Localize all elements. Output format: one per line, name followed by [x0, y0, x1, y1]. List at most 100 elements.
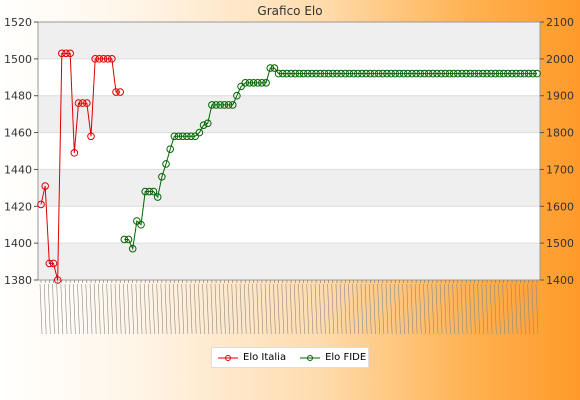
x-axis-tick-label-mark — [460, 283, 464, 335]
data-point-elo-fide — [362, 69, 370, 78]
data-point-elo-fide — [341, 69, 350, 78]
x-axis-tick-label-mark — [110, 283, 114, 335]
x-axis-tick-label-mark — [323, 283, 326, 335]
data-point-elo-fide — [470, 69, 479, 78]
x-axis-tick-label-mark — [377, 283, 380, 335]
data-point-elo-fide — [320, 69, 329, 78]
legend-item-elo-fide: Elo FIDE — [300, 352, 366, 363]
data-point-elo-italia — [99, 55, 108, 63]
x-axis-tick-label-mark — [318, 283, 322, 335]
x-axis-tick-label-mark — [227, 283, 230, 335]
data-point-elo-fide — [483, 69, 491, 78]
x-axis-tick-label-mark — [239, 283, 243, 335]
data-point-elo-fide — [158, 173, 166, 181]
x-axis-tick-label-mark — [481, 283, 485, 335]
data-point-elo-fide — [449, 69, 458, 78]
data-point-elo-fide — [374, 69, 383, 78]
x-axis-tick-label-mark — [148, 283, 151, 335]
x-axis-tick-label-mark — [406, 283, 410, 335]
x-axis-tick-label-mark — [523, 283, 526, 335]
data-point-elo-fide — [370, 69, 379, 78]
right-axis-tick-label: 1900 — [546, 90, 574, 103]
x-axis-tick-label-mark — [314, 283, 318, 335]
data-point-elo-fide — [391, 69, 400, 78]
x-axis-tick-label-mark — [293, 283, 297, 335]
data-point-elo-fide — [516, 69, 525, 78]
x-axis-tick-label-mark — [531, 283, 535, 335]
data-point-elo-fide — [479, 69, 487, 78]
x-axis-tick-label-mark — [139, 283, 143, 335]
x-axis-tick-label-mark — [448, 283, 451, 335]
data-point-elo-fide — [208, 101, 216, 109]
right-axis-tick-label: 1500 — [546, 237, 574, 250]
x-axis-tick-label-mark — [131, 283, 134, 335]
x-axis-tick-label-mark — [502, 283, 505, 335]
data-point-elo-italia — [91, 55, 99, 63]
left-axis-tick-label: 1500 — [4, 53, 32, 66]
x-axis-tick-label-mark — [498, 283, 501, 335]
data-point-elo-fide — [270, 64, 279, 72]
left-axis-tick-label: 1400 — [4, 237, 32, 250]
plot-band — [38, 169, 540, 207]
data-point-elo-fide — [353, 69, 362, 78]
data-point-elo-fide — [291, 69, 300, 78]
right-axis-tick-label: 1600 — [546, 200, 574, 213]
data-point-elo-fide — [228, 101, 237, 109]
data-point-elo-fide — [333, 69, 341, 78]
data-point-elo-fide — [137, 220, 145, 229]
plot-band — [38, 95, 540, 133]
x-axis-tick-label-mark — [469, 283, 472, 335]
data-point-elo-fide — [495, 69, 504, 78]
x-axis-tick-label-mark — [331, 283, 335, 335]
x-axis-tick-label-mark — [168, 283, 172, 335]
data-point-elo-italia — [116, 88, 124, 96]
data-point-elo-fide — [324, 69, 333, 78]
data-point-elo-fide — [278, 69, 287, 78]
x-axis-tick-label-mark — [260, 283, 264, 335]
data-point-elo-fide — [149, 187, 158, 196]
right-axis-tick-label: 1800 — [546, 127, 574, 140]
x-axis-tick-label-mark — [48, 283, 51, 335]
data-point-elo-italia — [41, 182, 49, 190]
x-axis-tick-label-mark — [431, 283, 435, 335]
legend-marker-elo-fide — [300, 354, 321, 361]
x-axis-tick-label-mark — [418, 283, 422, 335]
x-axis-tick-label-mark — [89, 283, 93, 335]
data-point-elo-fide — [212, 101, 220, 109]
right-axis-tick-label: 2000 — [546, 53, 574, 66]
x-axis-tick-label-mark — [327, 283, 330, 335]
data-point-elo-fide — [395, 69, 404, 78]
plot-band — [38, 22, 540, 59]
data-point-elo-fide — [466, 69, 475, 78]
data-point-elo-italia — [70, 149, 79, 157]
data-point-elo-italia — [62, 49, 70, 58]
data-point-elo-fide — [203, 119, 212, 128]
legend-label-elo-fide: Elo FIDE — [325, 352, 367, 363]
x-axis-tick-label-mark — [156, 283, 160, 335]
data-point-elo-italia — [74, 99, 83, 107]
x-axis-tick-label-mark — [310, 283, 314, 335]
data-point-elo-fide — [233, 91, 241, 100]
data-point-elo-fide — [187, 132, 195, 141]
data-point-elo-fide — [512, 69, 520, 78]
x-axis-tick-label-mark — [527, 283, 530, 335]
x-axis-tick-label-mark — [135, 283, 139, 335]
data-point-elo-fide — [316, 69, 325, 78]
data-point-elo-fide — [399, 69, 408, 78]
x-axis-tick-label-mark — [85, 283, 89, 335]
x-axis-tick-label-mark — [93, 283, 97, 335]
x-axis-tick-label-mark — [181, 283, 185, 335]
data-point-elo-fide — [387, 69, 395, 78]
right-axis-tick-label: 2100 — [546, 16, 574, 29]
x-axis-tick-label-mark — [43, 283, 47, 335]
x-axis-tick-label-mark — [435, 283, 439, 335]
x-axis-tick-label-mark — [202, 283, 205, 335]
data-point-elo-italia — [83, 99, 91, 107]
data-point-elo-fide — [441, 69, 450, 78]
data-point-elo-fide — [437, 69, 445, 78]
x-axis-tick-label-mark — [464, 283, 468, 335]
data-point-elo-fide — [474, 69, 483, 78]
data-point-elo-fide — [383, 69, 391, 78]
